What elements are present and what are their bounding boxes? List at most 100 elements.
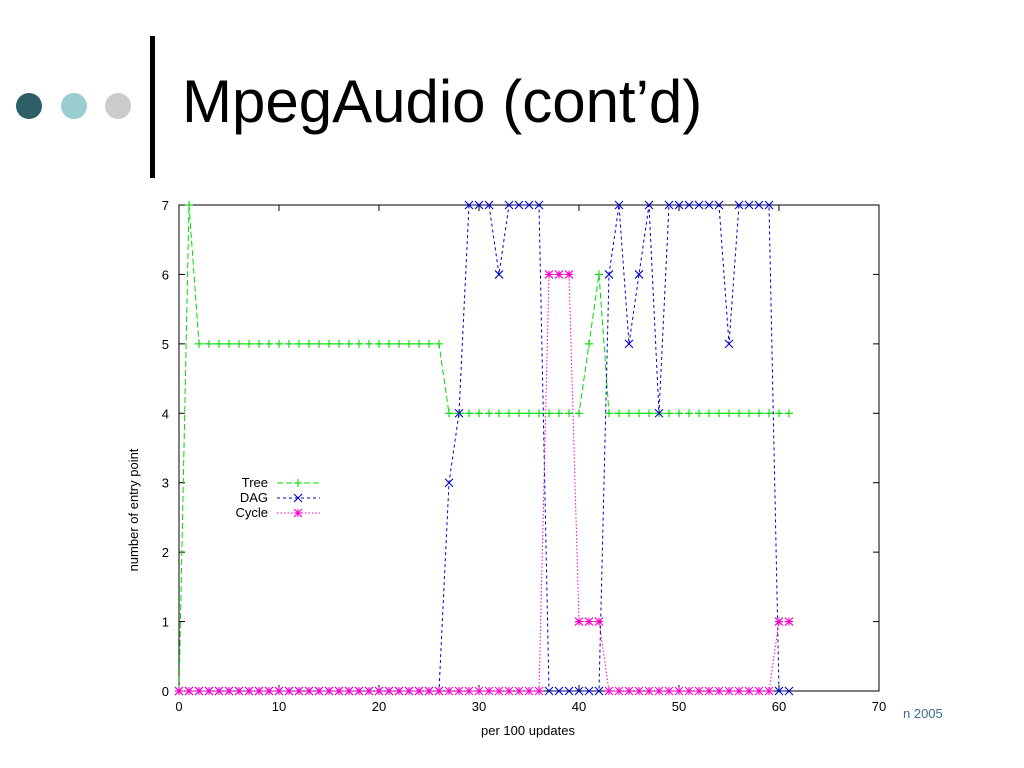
data-point-tree <box>705 409 713 418</box>
data-point-cycle <box>704 686 714 696</box>
data-point-cycle <box>574 617 584 626</box>
data-point-dag <box>444 478 454 488</box>
x-tick-label: 50 <box>672 699 686 714</box>
data-point-cycle <box>264 686 274 696</box>
data-point-cycle <box>714 686 724 696</box>
data-point-tree <box>315 339 323 348</box>
data-point-cycle <box>734 686 744 696</box>
data-point-tree <box>435 339 443 348</box>
y-tick-label: 1 <box>162 615 169 630</box>
chart-axes: 0 10 20 30 40 50 60 70 0 1 2 3 4 5 6 7 <box>162 198 886 714</box>
data-point-cycle <box>314 686 324 696</box>
data-point-cycle <box>754 686 764 696</box>
data-point-dag <box>714 200 724 210</box>
data-point-dag <box>534 200 544 210</box>
data-point-dag <box>474 200 484 210</box>
data-point-dag <box>604 270 614 279</box>
data-point-cycle <box>524 686 534 696</box>
data-point-tree <box>205 339 213 348</box>
data-point-dag <box>614 200 624 210</box>
dot-2 <box>61 93 87 119</box>
data-point-tree <box>295 339 303 348</box>
data-point-cycle <box>584 617 594 626</box>
data-point-tree <box>675 409 683 418</box>
data-point-cycle <box>274 686 284 696</box>
data-point-tree <box>385 339 393 348</box>
data-point-tree <box>225 339 233 348</box>
data-point-tree <box>575 409 583 418</box>
data-point-tree <box>475 409 483 418</box>
data-point-cycle <box>184 686 194 696</box>
data-point-dag <box>754 200 764 210</box>
data-point-cycle <box>474 686 484 696</box>
data-point-tree <box>645 409 653 418</box>
data-point-tree <box>405 339 413 348</box>
series-cycle <box>174 270 794 696</box>
data-point-dag <box>594 686 604 696</box>
series-line-dag <box>179 204 789 692</box>
x-tick-label: 10 <box>272 699 286 714</box>
data-point-tree <box>625 409 633 418</box>
data-point-cycle <box>224 686 234 696</box>
data-point-tree <box>755 409 763 418</box>
data-point-dag <box>584 686 594 696</box>
data-point-tree <box>265 339 273 348</box>
data-point-cycle <box>344 686 354 696</box>
series-dag <box>174 200 794 696</box>
data-point-cycle <box>774 617 784 626</box>
data-point-cycle <box>304 686 314 696</box>
data-point-tree <box>555 409 563 418</box>
data-point-tree <box>415 339 423 348</box>
data-point-tree <box>365 339 373 348</box>
data-point-cycle <box>394 686 404 696</box>
data-point-tree <box>485 409 493 418</box>
data-point-dag <box>554 686 564 696</box>
data-point-tree <box>235 339 243 348</box>
data-point-cycle <box>594 617 604 626</box>
data-point-cycle <box>604 686 614 696</box>
data-point-cycle <box>724 686 734 696</box>
data-point-tree <box>745 409 753 418</box>
data-point-tree <box>245 339 253 348</box>
data-point-dag <box>624 339 634 349</box>
data-point-cycle <box>544 270 554 279</box>
chart-series <box>174 200 794 696</box>
data-point-tree <box>565 409 573 418</box>
data-point-dag <box>704 200 714 210</box>
data-point-tree <box>465 409 473 418</box>
data-point-cycle <box>444 686 454 696</box>
data-point-dag <box>664 200 674 210</box>
data-point-cycle <box>464 686 474 696</box>
data-point-dag <box>504 200 514 210</box>
data-point-tree <box>725 409 733 418</box>
data-point-cycle <box>764 686 774 696</box>
data-point-cycle <box>404 686 414 696</box>
data-point-tree <box>395 339 403 348</box>
data-point-cycle <box>234 686 244 696</box>
slide-bullet-dots <box>16 93 136 123</box>
data-point-dag <box>724 339 734 349</box>
data-point-tree <box>325 339 333 348</box>
data-point-cycle <box>634 686 644 696</box>
series-line-cycle <box>179 273 789 692</box>
data-point-cycle <box>174 686 184 696</box>
data-point-cycle <box>664 686 674 696</box>
data-point-cycle <box>294 686 304 696</box>
data-point-cycle <box>434 686 444 696</box>
legend-label-cycle: Cycle <box>235 505 268 520</box>
data-point-dag <box>544 686 554 696</box>
data-point-cycle <box>494 686 504 696</box>
data-point-cycle <box>744 686 754 696</box>
y-tick-label: 5 <box>162 337 169 352</box>
data-point-tree <box>585 339 593 348</box>
data-point-cycle <box>784 617 794 626</box>
slide-title: MpegAudio (cont’d) <box>182 68 703 135</box>
data-point-cycle <box>424 686 434 696</box>
data-point-cycle <box>244 686 254 696</box>
data-point-dag <box>674 200 684 210</box>
data-point-cycle <box>564 270 574 279</box>
data-point-tree <box>635 409 643 418</box>
data-point-tree <box>375 339 383 348</box>
data-point-tree <box>355 339 363 348</box>
